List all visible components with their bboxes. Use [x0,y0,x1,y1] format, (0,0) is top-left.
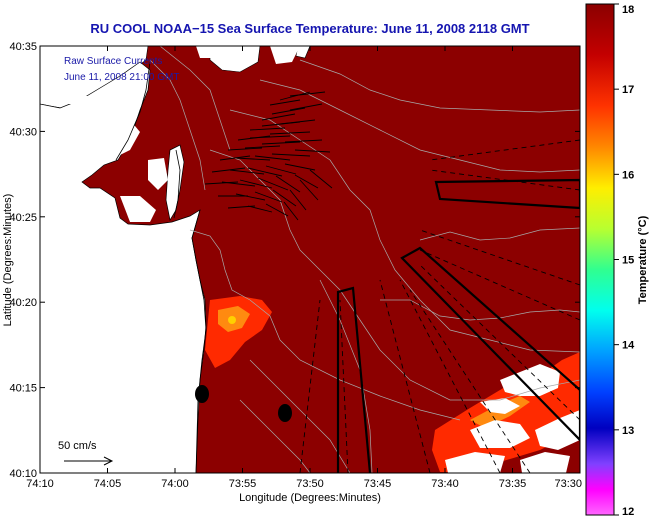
y-tick-label: 40:35 [9,41,37,53]
colorbar-ticks: 18 17 16 15 14 13 12 [614,3,635,518]
sampling-transects [336,178,580,473]
cloud-mask [40,46,580,473]
x-tick-label: 73:45 [364,478,392,490]
colorbar [585,3,615,516]
x-tick-label: 74:05 [94,478,122,490]
scale-vector-label: 50 cm/s [58,440,97,452]
y-axis-ticks: 40:35 40:30 40:25 40:20 40:15 40:10 [9,41,580,480]
x-tick-label: 73:30 [554,478,582,490]
overlay-line2: June 11, 2008 21:00 GMT [64,72,179,83]
colorbar-tick-label: 18 [622,4,634,16]
x-tick-label: 73:55 [229,478,257,490]
x-tick-label: 73:35 [499,478,527,490]
warmest-spot [228,316,236,324]
colorbar-tick-label: 16 [622,169,634,181]
x-tick-label: 74:10 [26,478,54,490]
x-axis-ticks: 74:10 74:05 74:00 73:55 73:50 73:45 73:40 73:35… [26,46,582,490]
map-title: RU COOL NOAA−15 Sea Surface Temperature:… [90,21,530,36]
land-north [40,46,311,109]
bathymetry-contours [149,46,580,473]
y-tick-label: 40:20 [9,297,37,309]
coastline [115,61,207,473]
x-tick-label: 73:50 [296,478,324,490]
radar-beams [299,139,580,473]
y-tick-label: 40:25 [9,212,37,224]
surface-current-vectors [204,91,333,221]
colorbar-tick-label: 13 [622,425,634,437]
y-axis-label: Latitude (Degrees:Minutes) [2,194,14,327]
x-tick-label: 73:40 [431,478,459,490]
y-tick-label: 40:15 [9,383,37,395]
x-axis-label: Longitude (Degrees:Minutes) [239,492,381,504]
y-tick-label: 40:10 [9,468,37,480]
station-marker-north [195,385,209,403]
colorbar-tick-label: 15 [622,255,634,267]
overlay-line1: Raw Surface Currents [64,56,162,67]
x-tick-label: 74:00 [161,478,189,490]
y-tick-label: 40:30 [9,126,37,138]
station-marker-south [278,404,292,422]
colorbar-label: Temperature (°C) [637,215,649,304]
colorbar-tick-label: 17 [622,84,634,96]
scale-vector-arrow [64,456,114,466]
colorbar-tick-label: 12 [622,506,634,518]
colorbar-tick-label: 14 [622,340,635,352]
